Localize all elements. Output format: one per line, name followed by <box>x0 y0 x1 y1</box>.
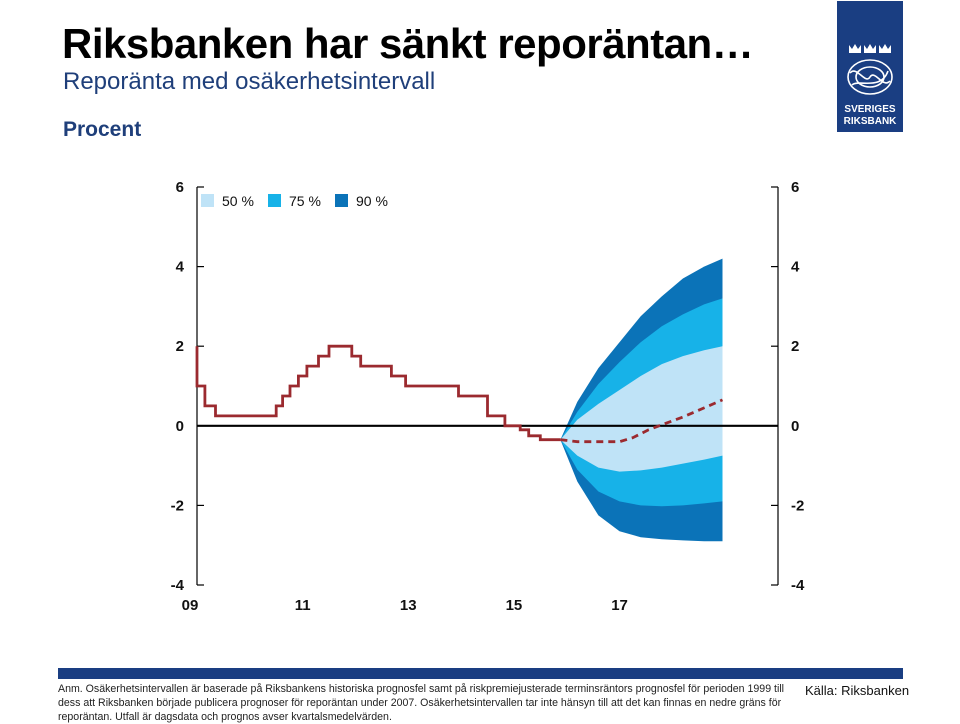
unit-label: Procent <box>63 118 142 141</box>
legend-swatch <box>335 194 348 207</box>
y-tick-label-right: 6 <box>791 179 799 196</box>
chart-series <box>195 344 724 444</box>
y-tick-label-left: 4 <box>176 259 185 276</box>
legend-label: 50 % <box>222 193 254 209</box>
chart-legend: 50 % 75 % 90 % <box>201 193 388 209</box>
riksbank-logo: SVERIGES RIKSBANK <box>837 1 903 132</box>
repo-rate-chart: -4 -4 -2 -2 0 0 2 2 4 4 6 6 09 11 13 15 17 50 % 75 % 90 % <box>171 179 805 614</box>
legend-label: 75 % <box>289 193 321 209</box>
legend-swatch <box>268 194 281 207</box>
logo-text-line1: SVERIGES <box>844 104 895 115</box>
y-tick-label-right: 0 <box>791 418 799 435</box>
crowns-and-lion-emblem-icon: SVERIGES RIKSBANK <box>844 44 898 127</box>
legend-swatch <box>201 194 214 207</box>
y-tick-label-left: -2 <box>171 497 184 514</box>
logo-text-line2: RIKSBANK <box>844 116 898 127</box>
source-label: Källa: Riksbanken <box>805 683 910 698</box>
forecast-line <box>560 398 724 444</box>
uncertainty-bands <box>560 258 723 542</box>
x-tick-label: 13 <box>400 597 417 614</box>
x-tick-label: 15 <box>506 597 523 614</box>
y-tick-label-right: -2 <box>791 497 804 514</box>
y-tick-label-right: 4 <box>791 259 800 276</box>
x-tick-label: 17 <box>611 597 628 614</box>
footnote: Anm. Osäkerhetsintervallen är baserade p… <box>58 683 785 723</box>
x-tick-label: 09 <box>182 597 199 614</box>
y-tick-label-left: -4 <box>171 577 185 594</box>
chart-axes: -4 -4 -2 -2 0 0 2 2 4 4 6 6 09 11 13 15 17 <box>171 179 805 614</box>
y-tick-label-right: -4 <box>791 577 805 594</box>
footer-bar <box>58 668 903 679</box>
y-tick-label-right: 2 <box>791 338 799 355</box>
x-tick-label: 11 <box>295 597 311 614</box>
chart-subtitle: Reporänta med osäkerhetsintervall <box>63 68 436 95</box>
outcome-line <box>195 344 561 442</box>
legend-label: 90 % <box>356 193 388 209</box>
band-50-percent <box>560 346 723 472</box>
y-tick-label-left: 0 <box>176 418 184 435</box>
y-tick-label-left: 6 <box>176 179 184 196</box>
y-tick-label-left: 2 <box>176 338 184 355</box>
page-title: Riksbanken har sänkt reporäntan… <box>62 20 754 67</box>
